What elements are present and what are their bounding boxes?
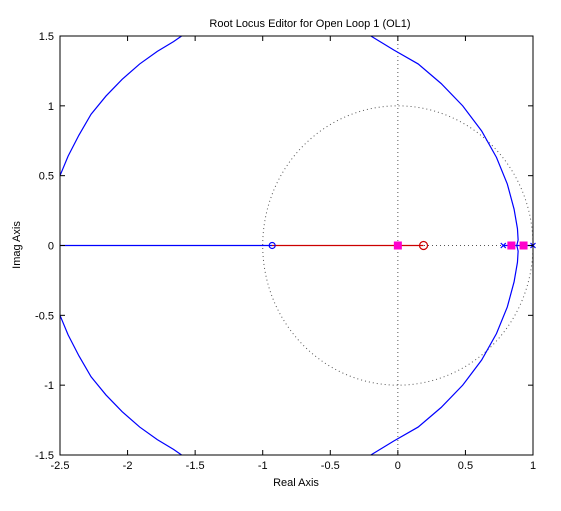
closed-loop-pole-1 [507, 241, 516, 250]
x-tick-label-1: -2 [123, 460, 133, 472]
locus-branch-3 [59, 35, 182, 176]
x-tick-label-7: 1 [530, 460, 536, 472]
plot-frame [59, 35, 534, 456]
x-tick-label-2: -1.5 [186, 460, 205, 472]
x-tick-label-4: -0.5 [321, 460, 340, 472]
locus-branch-6 [370, 245, 519, 456]
y-tick-label-5: 1 [48, 101, 54, 113]
y-tick-label-4: 0.5 [39, 171, 54, 183]
x-tick-label-3: -1 [258, 460, 268, 472]
y-tick-label-1: -1 [44, 380, 54, 392]
y-tick-label-6: 1.5 [39, 31, 54, 43]
x-tick-label-0: -2.5 [51, 460, 70, 472]
pole-marker-0 [500, 242, 507, 249]
closed-loop-pole-0 [393, 241, 402, 250]
tick-group: -2.5 -2 -1.5 -1 -0.5 0 0.5 1 -1.5 -1 -0.5 0 0.5 1 1.5 [35, 31, 536, 472]
plot-area [59, 35, 536, 456]
locus-branch-4 [59, 315, 182, 456]
locus-branch-5 [370, 35, 519, 246]
x-tick-label-5: 0 [395, 460, 401, 472]
chart-title: Root Locus Editor for Open Loop 1 (OL1) [209, 18, 410, 30]
zero-marker-0 [268, 241, 276, 250]
y-tick-label-3: 0 [48, 241, 54, 253]
x-tick-label-6: 0.5 [458, 460, 473, 472]
y-tick-label-2: -0.5 [35, 310, 54, 322]
y-tick-label-0: -1.5 [35, 450, 54, 462]
x-axis-label: Real Axis [273, 477, 319, 489]
zero-marker-1 [418, 240, 429, 251]
y-axis-label: Imag Axis [11, 221, 23, 269]
closed-loop-pole-2 [519, 241, 528, 250]
